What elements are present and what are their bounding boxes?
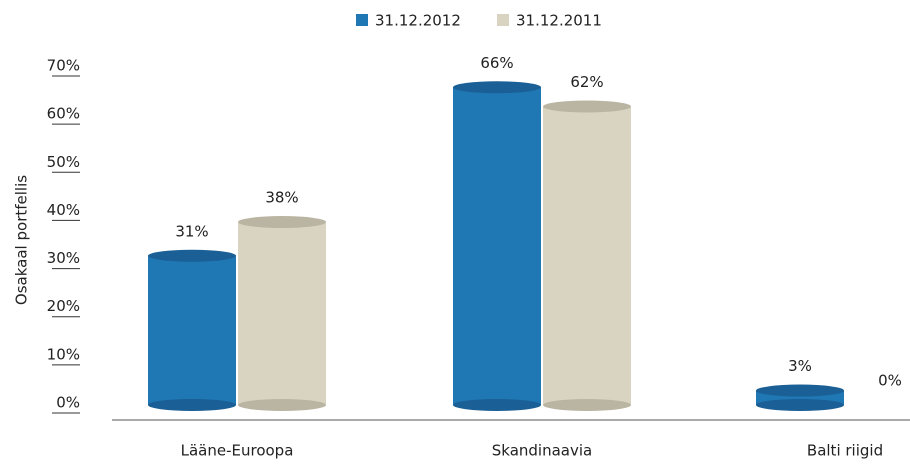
y-tick-label: 50% xyxy=(47,153,80,171)
y-tick-label: 70% xyxy=(47,57,80,75)
legend-swatch xyxy=(497,14,509,26)
x-tick-label: Lääne-Euroopa xyxy=(181,442,294,460)
y-axis-label: Osakaal portfellis xyxy=(13,175,31,305)
data-label: 62% xyxy=(570,73,603,91)
y-tick-label: 40% xyxy=(47,201,80,219)
data-label: 0% xyxy=(878,372,902,390)
bar-top xyxy=(148,249,236,262)
data-label: 38% xyxy=(265,189,298,207)
x-tick-label: Skandinaavia xyxy=(492,442,592,460)
bar-base xyxy=(453,399,541,411)
y-tick-label: 0% xyxy=(56,394,80,412)
bar xyxy=(148,255,236,405)
data-label: 31% xyxy=(175,222,208,240)
bar-top xyxy=(453,81,541,94)
x-tick-label: Balti riigid xyxy=(807,442,883,460)
bar xyxy=(543,106,631,405)
bar xyxy=(453,87,541,405)
bar-top xyxy=(756,384,844,397)
y-tick-label: 60% xyxy=(47,105,80,123)
data-label: 66% xyxy=(480,54,513,72)
bar-base xyxy=(756,399,844,411)
y-tick-label: 20% xyxy=(47,297,80,315)
legend-label: 31.12.2012 xyxy=(375,12,461,30)
y-tick-label: 30% xyxy=(47,249,80,267)
bar xyxy=(238,222,326,405)
bar-top xyxy=(543,100,631,113)
legend-label: 31.12.2011 xyxy=(516,12,602,30)
bar-base xyxy=(543,399,631,411)
bar-base xyxy=(148,399,236,411)
legend-swatch xyxy=(356,14,368,26)
y-tick-label: 10% xyxy=(47,345,80,363)
bar-base xyxy=(238,399,326,411)
bar-top xyxy=(238,216,326,229)
data-label: 3% xyxy=(788,357,812,375)
